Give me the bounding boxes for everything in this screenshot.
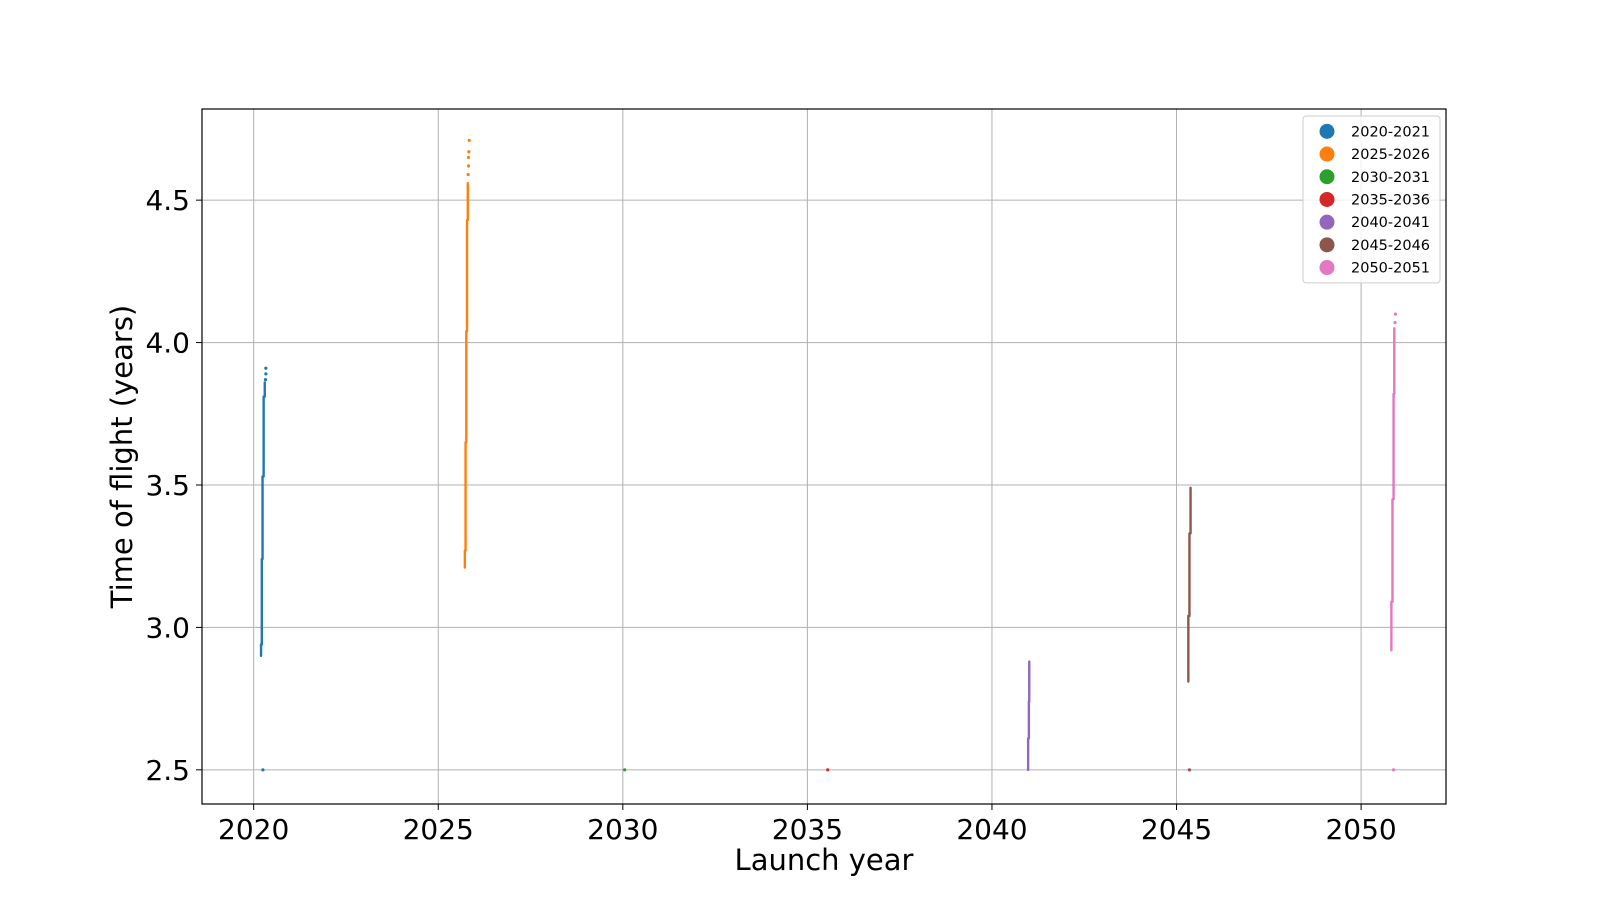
series-2025-2026	[463, 138, 471, 569]
data-point	[1187, 768, 1192, 772]
y-tick-label: 4.0	[145, 327, 190, 360]
legend-item: 2020-2021	[1319, 123, 1430, 140]
data-point	[1393, 312, 1398, 316]
data-point	[623, 768, 627, 772]
series-2045-2046	[1187, 486, 1192, 772]
data-point	[261, 768, 265, 772]
data-point	[1393, 321, 1397, 325]
x-tick-label: 2040	[956, 813, 1027, 846]
axes-frame	[201, 108, 1447, 805]
series-2040-2041	[1026, 660, 1031, 772]
legend-box	[1302, 115, 1441, 284]
x-axis-title: Launch year	[735, 843, 914, 877]
legend-label: 2030-2031	[1351, 170, 1430, 186]
series-2030-2031	[623, 768, 627, 772]
legend-item: 2050-2051	[1319, 260, 1430, 277]
data-point	[826, 768, 830, 772]
legend-marker	[1319, 214, 1335, 230]
series-2035-2036	[826, 768, 830, 772]
data-point	[466, 155, 471, 160]
x-tick-label: 2030	[587, 813, 658, 846]
data-point	[1391, 768, 1396, 772]
legend: 2020-2021 2025-2026 2030-2031 2035-2036 2040…	[1302, 115, 1441, 284]
series-2020-2021	[259, 366, 268, 772]
legend-marker	[1319, 123, 1335, 139]
legend-label: 2050-2051	[1351, 261, 1430, 277]
data-point	[466, 172, 470, 177]
legend-item: 2030-2031	[1319, 169, 1430, 186]
y-axis-title: Time of flight (years)	[105, 305, 139, 610]
legend-marker	[1319, 237, 1335, 253]
legend-label: 2035-2036	[1351, 192, 1430, 208]
legend-label: 2040-2041	[1351, 215, 1430, 231]
x-tick-label: 2050	[1325, 813, 1396, 846]
x-tick-label: 2025	[403, 813, 474, 846]
legend-marker	[1319, 146, 1335, 162]
x-tick-label: 2020	[218, 813, 289, 846]
y-tick-label: 3.0	[145, 611, 190, 644]
y-tick-label: 2.5	[145, 754, 190, 787]
legend-label: 2020-2021	[1351, 124, 1430, 140]
data-point	[466, 164, 471, 168]
data-point	[264, 372, 268, 376]
legend-label: 2025-2026	[1351, 147, 1430, 163]
legend-item: 2045-2046	[1319, 237, 1430, 254]
data-point	[467, 138, 471, 142]
legend-item: 2025-2026	[1319, 146, 1430, 163]
x-tick-label: 2035	[772, 813, 843, 846]
legend-marker	[1319, 191, 1335, 207]
legend-marker	[1319, 260, 1335, 276]
y-tick-label: 4.5	[145, 184, 190, 217]
legend-item: 2035-2036	[1319, 191, 1430, 208]
series-2050-2051	[1390, 312, 1398, 772]
y-tick-label: 3.5	[145, 469, 190, 502]
x-axis: 2020 2025 2030 2035 2040 2045 2050	[218, 804, 1397, 846]
data-point	[264, 366, 268, 370]
x-tick-label: 2045	[1141, 813, 1212, 846]
plot-area	[259, 138, 1398, 772]
legend-marker	[1319, 169, 1335, 185]
legend-item: 2040-2041	[1319, 214, 1430, 231]
data-point	[467, 150, 471, 154]
legend-label: 2045-2046	[1351, 238, 1430, 254]
grid	[202, 109, 1446, 804]
y-axis: 2.5 3.0 3.5 4.0 4.5	[145, 184, 202, 787]
data-point	[263, 377, 268, 382]
